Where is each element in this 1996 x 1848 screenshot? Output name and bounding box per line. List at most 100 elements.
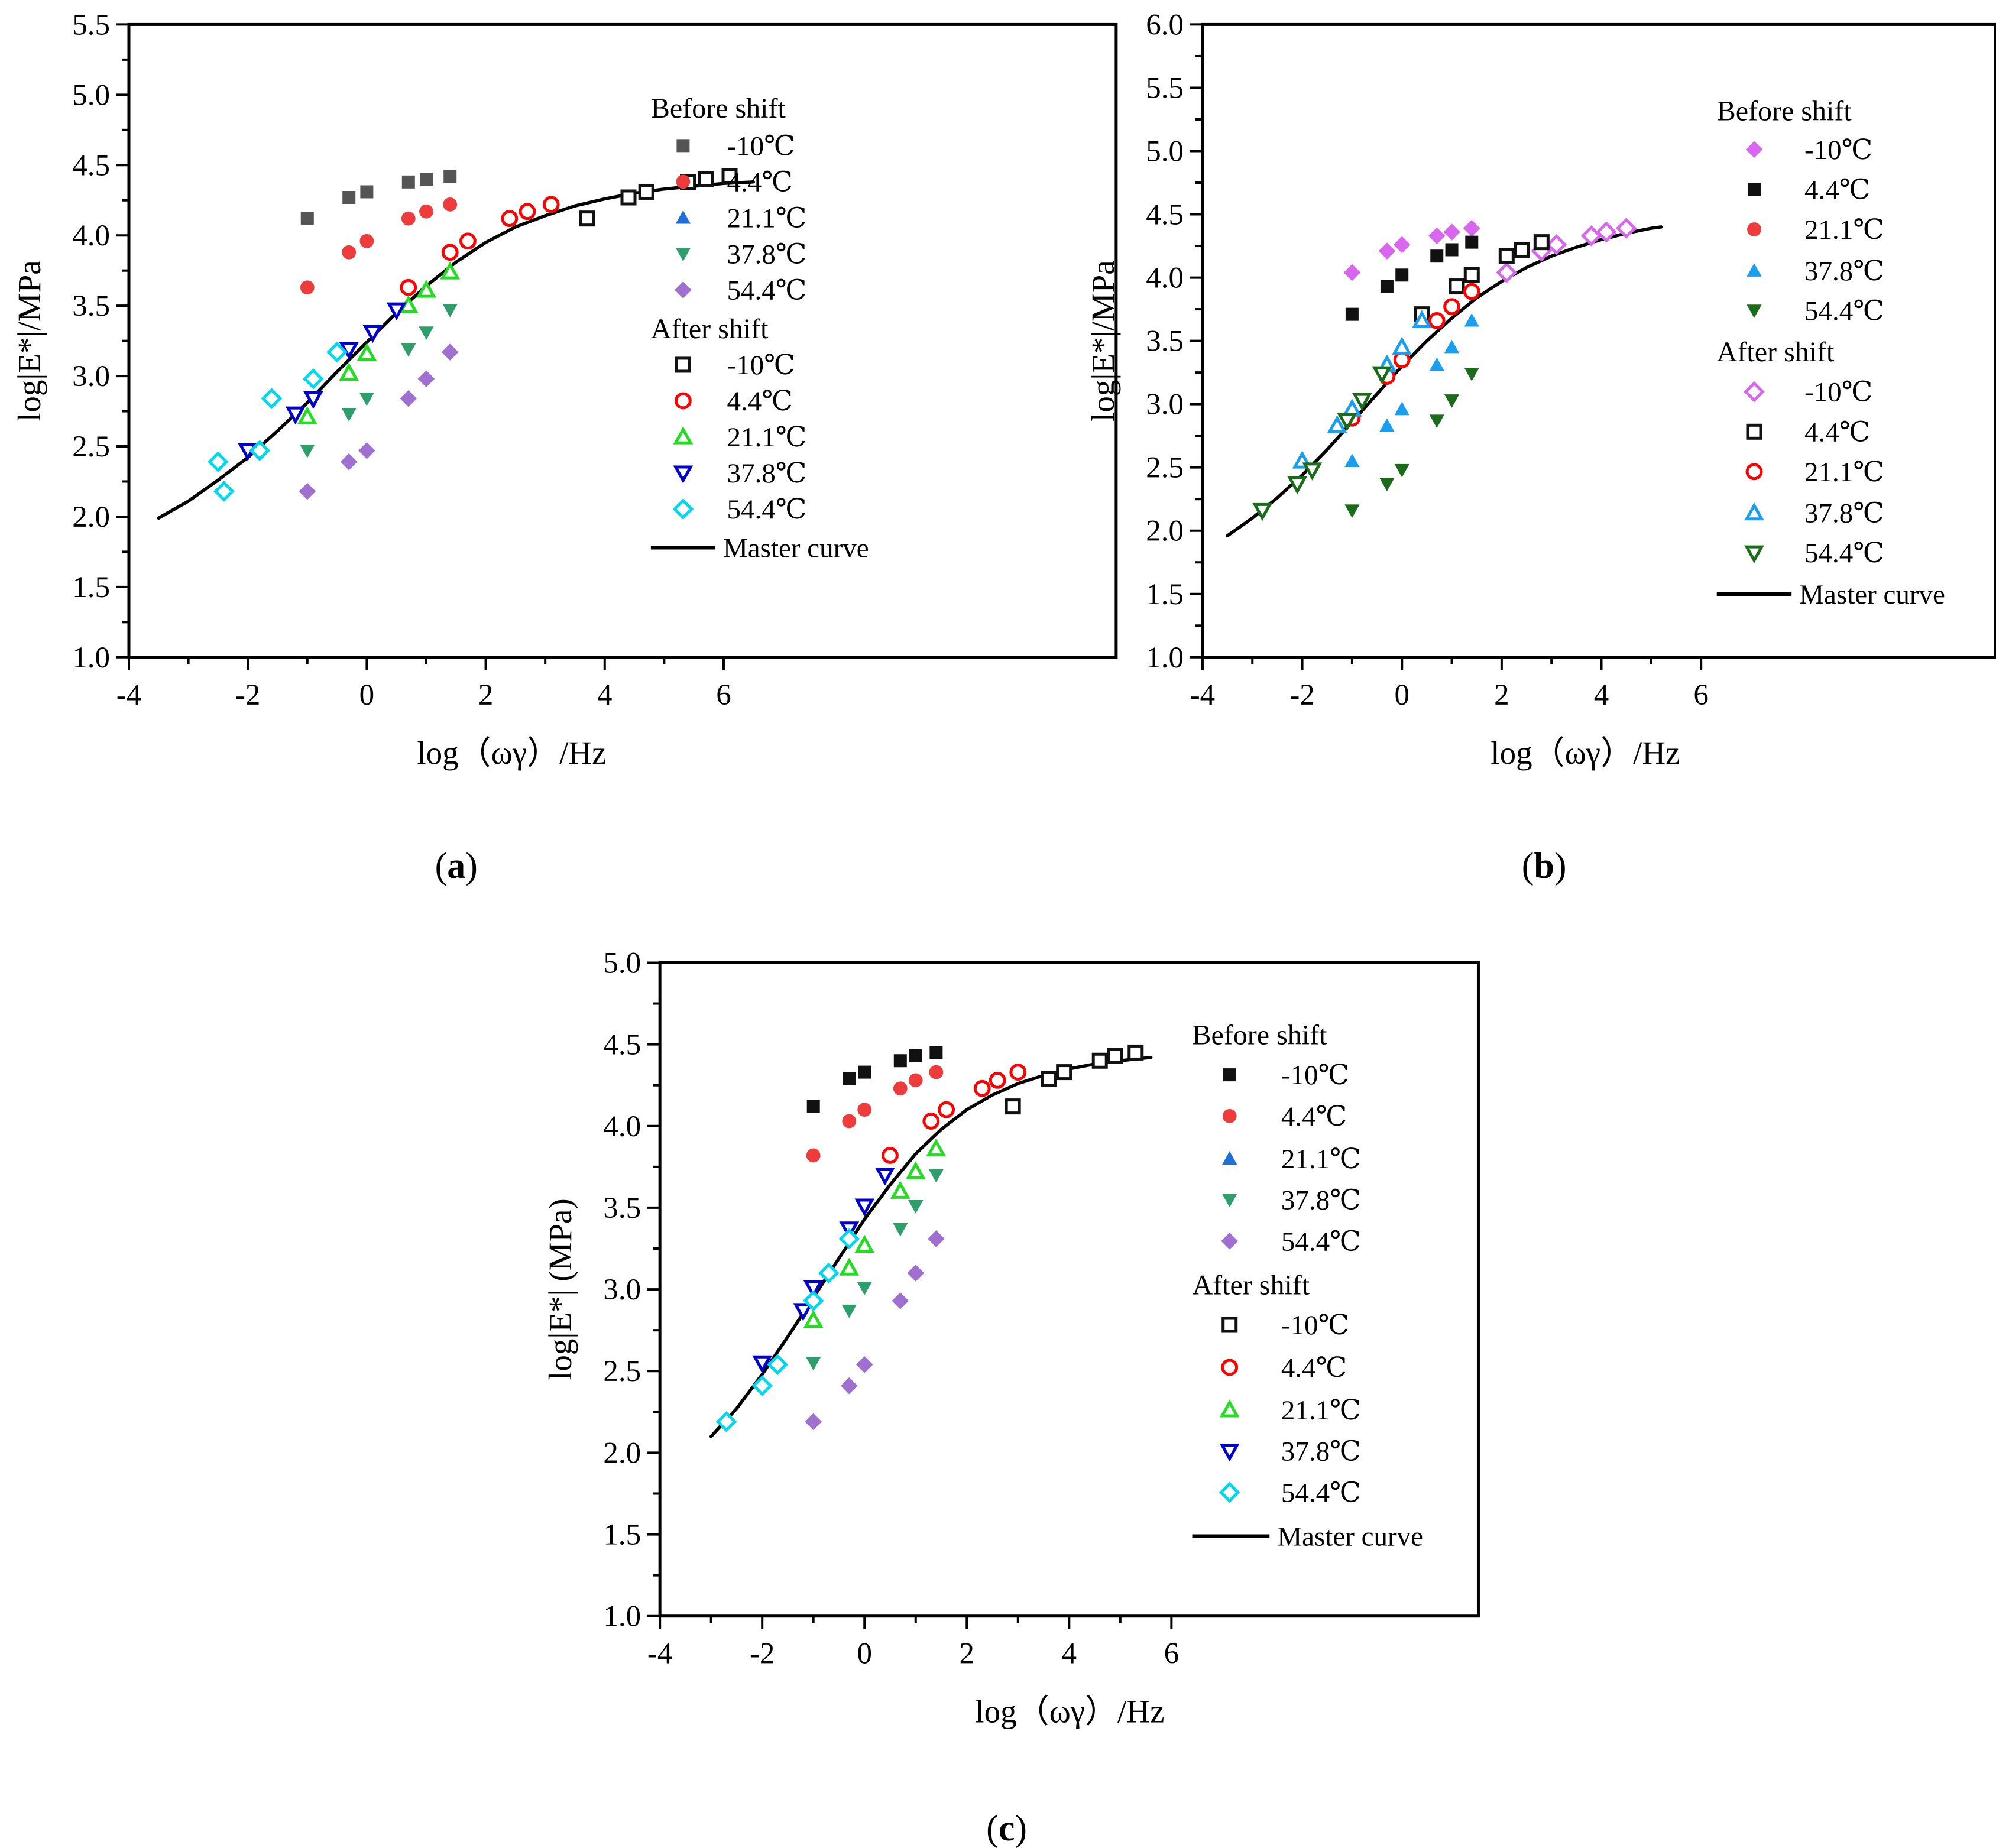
data-point — [1429, 414, 1444, 429]
x-tick-label: 4 — [1594, 679, 1609, 712]
y-tick-label: 5.5 — [72, 8, 110, 41]
data-point — [802, 1290, 824, 1312]
y-tick-label: 2.0 — [603, 1437, 641, 1470]
x-axis-title: log（ωγ）/Hz — [417, 735, 606, 771]
data-point — [1379, 478, 1395, 492]
y-tick-label: 3.0 — [603, 1273, 641, 1306]
legend-before-title: Before shift — [651, 93, 786, 124]
y-tick-label: 4.0 — [603, 1110, 641, 1143]
data-point — [1091, 1052, 1108, 1069]
series-before--10 — [1343, 219, 1480, 281]
data-point — [440, 261, 461, 280]
data-point — [300, 280, 315, 295]
data-point — [416, 280, 436, 298]
legend-label: -10℃ — [1804, 135, 1872, 166]
series-before-54.4 — [299, 343, 459, 500]
data-point — [1465, 235, 1479, 249]
x-tick-label: -4 — [647, 1638, 672, 1671]
data-point — [818, 1262, 840, 1284]
data-point — [303, 391, 323, 409]
legend-label: 4.4℃ — [1804, 174, 1870, 205]
legend-label: 4.4℃ — [1281, 1353, 1347, 1383]
legend-master-label: Master curve — [723, 533, 869, 564]
legend-marker — [1223, 1068, 1236, 1082]
legend-after-title: After shift — [1193, 1269, 1310, 1301]
data-point — [840, 1377, 858, 1395]
chart-panel-1: -4 -2 0 2 4 6 1.0 1.5 2.0 2.5 3.0 3.5 4.0 4.5 5.0 5.5 lo… — [11, 8, 1118, 886]
legend-marker — [672, 498, 694, 520]
legend-label: 37.8℃ — [727, 239, 807, 270]
legend-label: -10℃ — [1281, 1060, 1349, 1091]
data-point — [856, 1356, 873, 1373]
data-point — [459, 232, 477, 250]
series-after-4.4 — [882, 1064, 1027, 1164]
y-tick-label: 5.0 — [1146, 135, 1184, 168]
data-point — [1444, 394, 1460, 408]
data-point — [443, 197, 458, 212]
data-point — [1393, 236, 1411, 254]
data-point — [419, 326, 434, 340]
y-tick-label: 1.0 — [72, 641, 110, 675]
legend-marker — [675, 281, 692, 299]
data-point — [213, 481, 235, 502]
data-point — [297, 406, 317, 424]
data-point — [893, 1081, 908, 1096]
legend-marker — [1746, 423, 1762, 440]
legend-marker — [1744, 502, 1764, 521]
y-tick-label: 2.0 — [1146, 515, 1184, 548]
data-point — [359, 393, 375, 406]
data-point — [339, 362, 359, 381]
data-point — [751, 1375, 773, 1396]
data-point — [342, 190, 356, 204]
legend-marker — [1746, 304, 1762, 319]
x-tick-label: 0 — [857, 1638, 872, 1671]
data-point — [1041, 1071, 1057, 1087]
legend-label: 21.1℃ — [1804, 215, 1884, 245]
x-tick-label: -2 — [750, 1638, 775, 1671]
data-point — [908, 1073, 923, 1088]
y-tick-label: 3.0 — [1146, 388, 1184, 422]
data-point — [926, 1138, 947, 1157]
data-point — [839, 1257, 860, 1276]
panel-label-paren: ( — [986, 1808, 999, 1848]
legend-label: 54.4℃ — [727, 494, 807, 525]
legend-label: 21.1℃ — [727, 422, 807, 453]
y-tick-label: 3.5 — [603, 1192, 641, 1225]
data-point — [882, 1147, 899, 1164]
data-point — [261, 388, 283, 409]
data-point — [892, 1292, 909, 1309]
legend-marker — [675, 210, 691, 224]
data-point — [1394, 463, 1409, 478]
legend-master-label: Master curve — [1277, 1522, 1423, 1552]
legend-marker — [1222, 1109, 1237, 1123]
series-after-37.8 — [1292, 310, 1432, 469]
legend-marker — [675, 248, 691, 262]
data-point — [928, 1230, 945, 1247]
data-point — [1428, 312, 1446, 329]
data-point — [300, 212, 314, 225]
legend-before-title: Before shift — [1717, 95, 1852, 127]
series-before-54.4 — [805, 1230, 945, 1431]
x-tick-label: 0 — [1394, 679, 1409, 712]
panel-label-paren: ( — [1522, 846, 1534, 886]
y-tick-label: 1.5 — [603, 1519, 641, 1552]
data-point — [1345, 307, 1359, 321]
data-point — [1005, 1098, 1021, 1115]
data-point — [1545, 234, 1567, 255]
data-point — [1445, 243, 1459, 257]
legend-marker — [676, 139, 690, 153]
data-point — [1352, 393, 1372, 411]
data-point — [359, 234, 374, 248]
x-tick-label: 2 — [960, 1638, 975, 1671]
data-point — [793, 1303, 814, 1321]
legend-marker — [1745, 141, 1763, 158]
data-point — [417, 370, 435, 388]
series-after-4.4 — [1414, 234, 1550, 323]
data-point — [854, 1234, 875, 1253]
legend-label: 37.8℃ — [727, 458, 807, 489]
series-before-54.4 — [1344, 368, 1479, 518]
plot-frame — [127, 22, 1118, 659]
data-point — [358, 442, 375, 459]
x-tick-label: 4 — [597, 679, 613, 712]
